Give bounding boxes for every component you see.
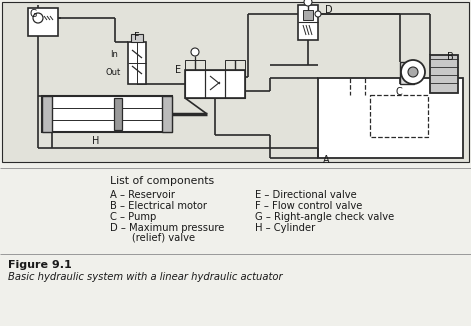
Bar [303,10,313,20]
Bar [318,78,463,158]
Bar [42,96,52,132]
Text: Basic hydraulic system with a linear hydraulic actuator: Basic hydraulic system with a linear hyd… [8,272,283,282]
Text: C – Pump: C – Pump [110,212,156,222]
Text: In: In [110,50,118,59]
Circle shape [401,60,425,84]
Circle shape [33,13,43,23]
Bar [298,5,318,40]
Bar [185,60,205,70]
Text: D: D [325,5,333,15]
Text: E: E [175,65,181,75]
Text: B: B [447,52,454,62]
Bar [185,70,205,98]
Text: G – Right-angle check valve: G – Right-angle check valve [255,212,394,222]
Bar [400,62,414,84]
Bar [42,96,172,132]
Text: Out: Out [106,68,121,77]
Circle shape [315,11,321,17]
Circle shape [191,48,199,56]
Text: List of components: List of components [110,176,214,186]
Text: D – Maximum pressure: D – Maximum pressure [110,223,224,233]
Bar [225,70,245,98]
Text: H – Cylinder: H – Cylinder [255,223,315,233]
Bar [128,42,146,84]
Text: C: C [396,87,403,97]
Bar [370,95,428,137]
Text: (relief) valve: (relief) valve [110,233,195,243]
Text: E – Directional valve: E – Directional valve [255,190,357,200]
Bar [2,2,469,162]
Text: A – Reservoir: A – Reservoir [110,190,175,200]
Bar [114,98,122,130]
Text: Figure 9.1: Figure 9.1 [8,260,72,270]
Text: H: H [92,136,99,146]
Bar [430,55,458,93]
Text: G: G [30,9,38,19]
Bar [28,8,58,36]
Bar [131,34,143,42]
Bar [185,70,245,98]
Text: F: F [134,32,139,42]
Bar [162,96,172,132]
Bar [205,70,225,98]
Text: A: A [323,155,330,165]
Bar [225,60,245,70]
Text: F – Flow control valve: F – Flow control valve [255,201,362,211]
Circle shape [408,67,418,77]
Circle shape [304,0,312,6]
Bar [2,2,469,162]
Text: B – Electrical motor: B – Electrical motor [110,201,207,211]
